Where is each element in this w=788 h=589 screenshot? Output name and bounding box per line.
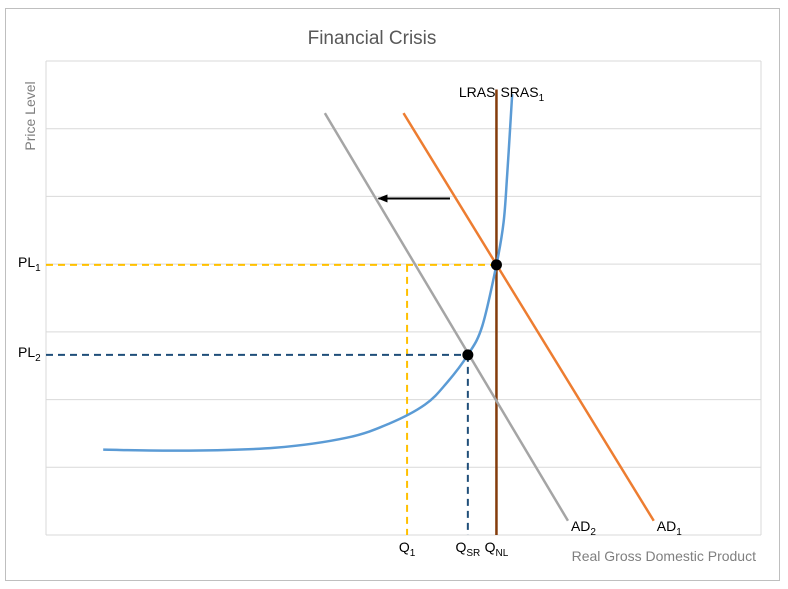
short-run-equilibrium-point xyxy=(462,349,474,361)
ad1-line xyxy=(402,112,655,522)
x-tick-q1: Q1 xyxy=(399,539,416,559)
ad1-label: AD1 xyxy=(657,518,682,538)
x-tick-qnl: QNL xyxy=(485,539,509,559)
marks xyxy=(377,194,502,361)
ad2-label: AD2 xyxy=(571,518,596,538)
y-tick-pl2: PL2 xyxy=(18,344,41,364)
ad2-line xyxy=(323,112,570,522)
labels: LRAS SRAS1 AD1 AD2 PL1 PL2 Q1 QSR QNL xyxy=(18,84,682,559)
y-axis-label: Price Level xyxy=(22,81,38,150)
x-tick-qsr: QSR xyxy=(455,539,480,559)
chart-title: Financial Crisis xyxy=(308,28,437,49)
lras-label: LRAS xyxy=(459,84,496,100)
sras1-label: SRAS1 xyxy=(500,84,544,104)
y-tick-pl1: PL1 xyxy=(18,254,41,274)
initial-equilibrium-point xyxy=(490,259,502,271)
chart-frame: Financial Crisis Real Gross Domestic Pro… xyxy=(5,8,780,581)
x-axis-label: Real Gross Domestic Product xyxy=(572,548,757,564)
curves xyxy=(103,89,655,535)
chart: Financial Crisis Real Gross Domestic Pro… xyxy=(18,28,762,564)
sras1-curve xyxy=(103,94,514,452)
gridlines xyxy=(45,60,762,536)
